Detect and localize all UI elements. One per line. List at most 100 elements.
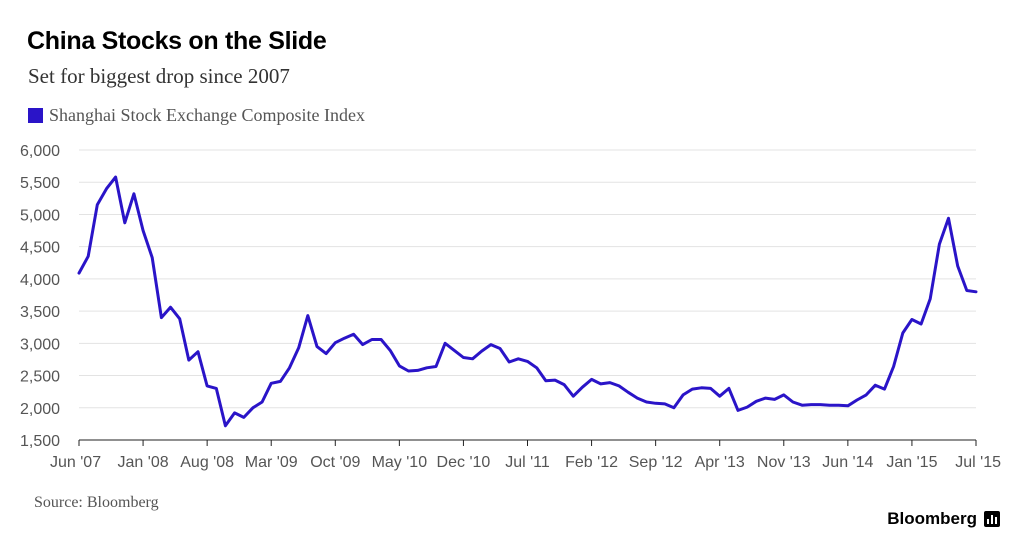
data-point — [352, 333, 355, 336]
source-note: Source: Bloomberg — [34, 494, 159, 511]
data-point — [233, 411, 236, 414]
data-point — [608, 381, 611, 384]
data-point — [755, 400, 758, 403]
data-point — [416, 369, 419, 372]
data-point — [187, 359, 190, 362]
data-point — [407, 370, 410, 373]
x-tick-label: Jan '08 — [118, 454, 169, 471]
data-point — [444, 342, 447, 345]
data-point — [727, 387, 730, 390]
x-tick-label: Jun '14 — [822, 454, 873, 471]
data-point — [279, 380, 282, 383]
data-point — [343, 337, 346, 340]
data-point — [517, 357, 520, 360]
y-tick-label: 3,000 — [20, 336, 60, 353]
x-tick-label: Jan '15 — [886, 454, 937, 471]
data-point — [261, 401, 264, 404]
data-point — [380, 338, 383, 341]
brand: Bloomberg — [887, 509, 1000, 529]
data-point — [965, 289, 968, 292]
data-point — [87, 255, 90, 258]
data-point — [947, 217, 950, 220]
data-point — [737, 409, 740, 412]
data-point — [590, 378, 593, 381]
data-point — [480, 350, 483, 353]
y-tick-label: 3,500 — [20, 304, 60, 321]
data-point — [206, 384, 209, 387]
data-point — [508, 361, 511, 364]
y-tick-label: 2,000 — [20, 401, 60, 418]
data-point — [645, 401, 648, 404]
data-point — [297, 346, 300, 349]
data-point — [691, 388, 694, 391]
data-point — [682, 393, 685, 396]
y-tick-label: 4,500 — [20, 240, 60, 257]
data-point — [901, 332, 904, 335]
data-point — [132, 192, 135, 195]
data-point — [618, 384, 621, 387]
data-point — [334, 341, 337, 344]
data-point — [846, 404, 849, 407]
x-tick-label: Jul '15 — [955, 454, 1001, 471]
data-point — [489, 343, 492, 346]
data-point — [892, 365, 895, 368]
data-point — [142, 229, 145, 232]
data-point — [810, 403, 813, 406]
data-point — [837, 404, 840, 407]
x-tick-label: Apr '13 — [695, 454, 745, 471]
data-point — [700, 386, 703, 389]
x-tick-label: Dec '10 — [437, 454, 491, 471]
legend-swatch — [28, 108, 43, 123]
series — [77, 175, 978, 428]
data-point — [96, 203, 99, 206]
x-tick-label: Mar '09 — [245, 454, 298, 471]
data-point — [160, 316, 163, 319]
data-point — [526, 360, 529, 363]
data-point — [197, 350, 200, 353]
data-point — [773, 398, 776, 401]
data-point — [782, 393, 785, 396]
data-point — [663, 402, 666, 405]
data-point — [956, 265, 959, 268]
data-point — [316, 345, 319, 348]
data-point — [975, 290, 978, 293]
data-point — [544, 379, 547, 382]
data-point — [856, 399, 859, 402]
data-point — [938, 243, 941, 246]
data-point — [215, 387, 218, 390]
data-point — [178, 317, 181, 320]
data-point — [114, 176, 117, 179]
data-point — [709, 387, 712, 390]
data-point — [435, 365, 438, 368]
data-point — [672, 406, 675, 409]
data-point — [883, 388, 886, 391]
data-point — [627, 391, 630, 394]
data-point — [718, 395, 721, 398]
data-point — [581, 386, 584, 389]
y-tick-label: 2,500 — [20, 369, 60, 386]
data-point — [554, 379, 557, 382]
data-point — [828, 404, 831, 407]
y-tick-label: 1,500 — [20, 433, 60, 450]
data-point — [169, 306, 172, 309]
data-point — [78, 272, 81, 275]
axis-ticks: 1,500 2,000 2,500 3,000 3,500 4,000 4,500 5,000… — [20, 143, 1001, 471]
data-point — [471, 357, 474, 360]
data-point — [910, 318, 913, 321]
legend-label: Shanghai Stock Exchange Composite Index — [49, 105, 365, 125]
data-point — [462, 356, 465, 359]
data-point — [224, 424, 227, 427]
data-point — [874, 384, 877, 387]
data-point — [791, 401, 794, 404]
data-point — [105, 187, 108, 190]
chart-title: China Stocks on the Slide — [27, 27, 327, 55]
data-point — [453, 349, 456, 352]
data-point — [270, 382, 273, 385]
data-point — [865, 393, 868, 396]
x-tick-label: Feb '12 — [565, 454, 618, 471]
data-point — [306, 314, 309, 317]
x-tick-label: Jul '11 — [505, 454, 550, 471]
chart-subtitle: Set for biggest drop since 2007 — [28, 64, 290, 88]
data-point — [288, 366, 291, 369]
